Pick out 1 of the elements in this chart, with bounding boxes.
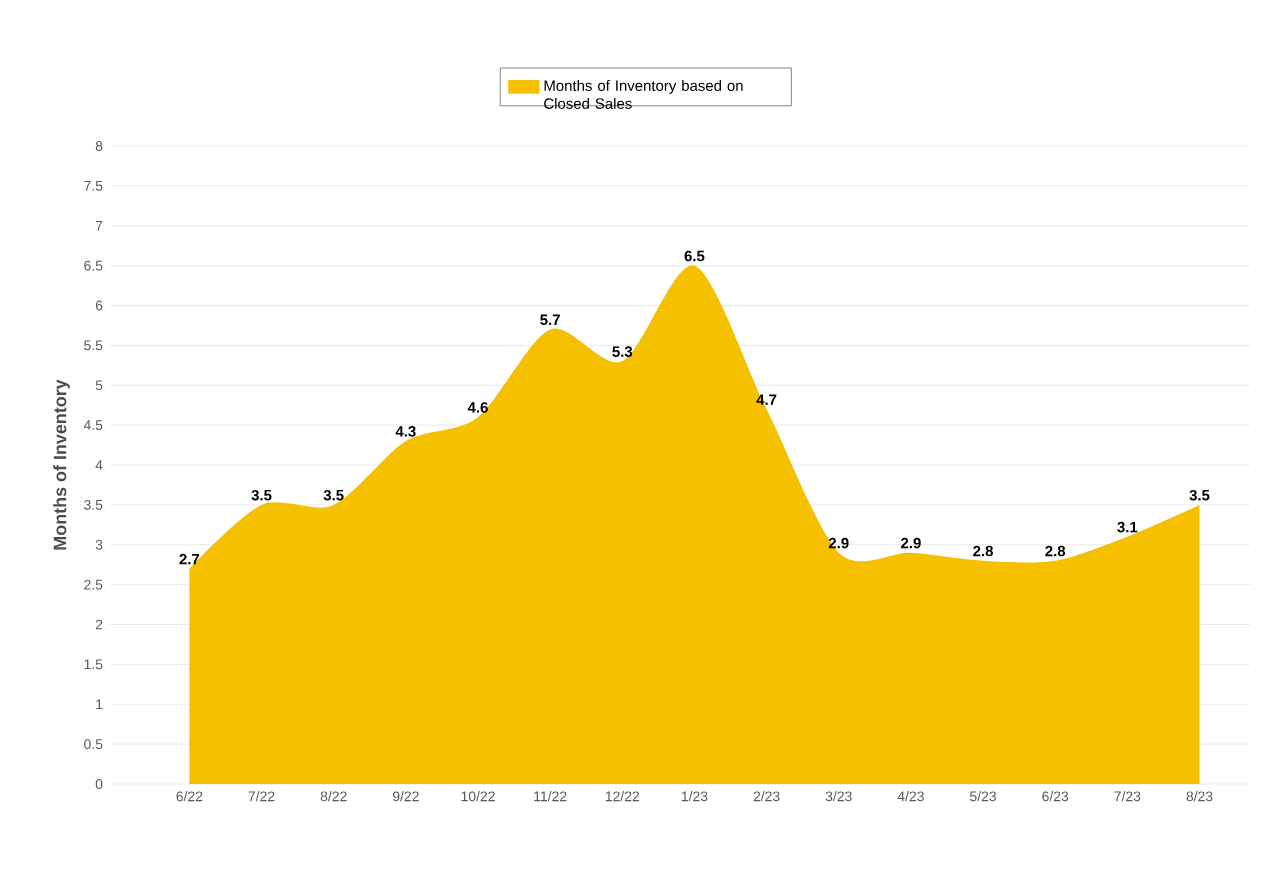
y-axis-title: Months of Inventory: [53, 379, 70, 550]
